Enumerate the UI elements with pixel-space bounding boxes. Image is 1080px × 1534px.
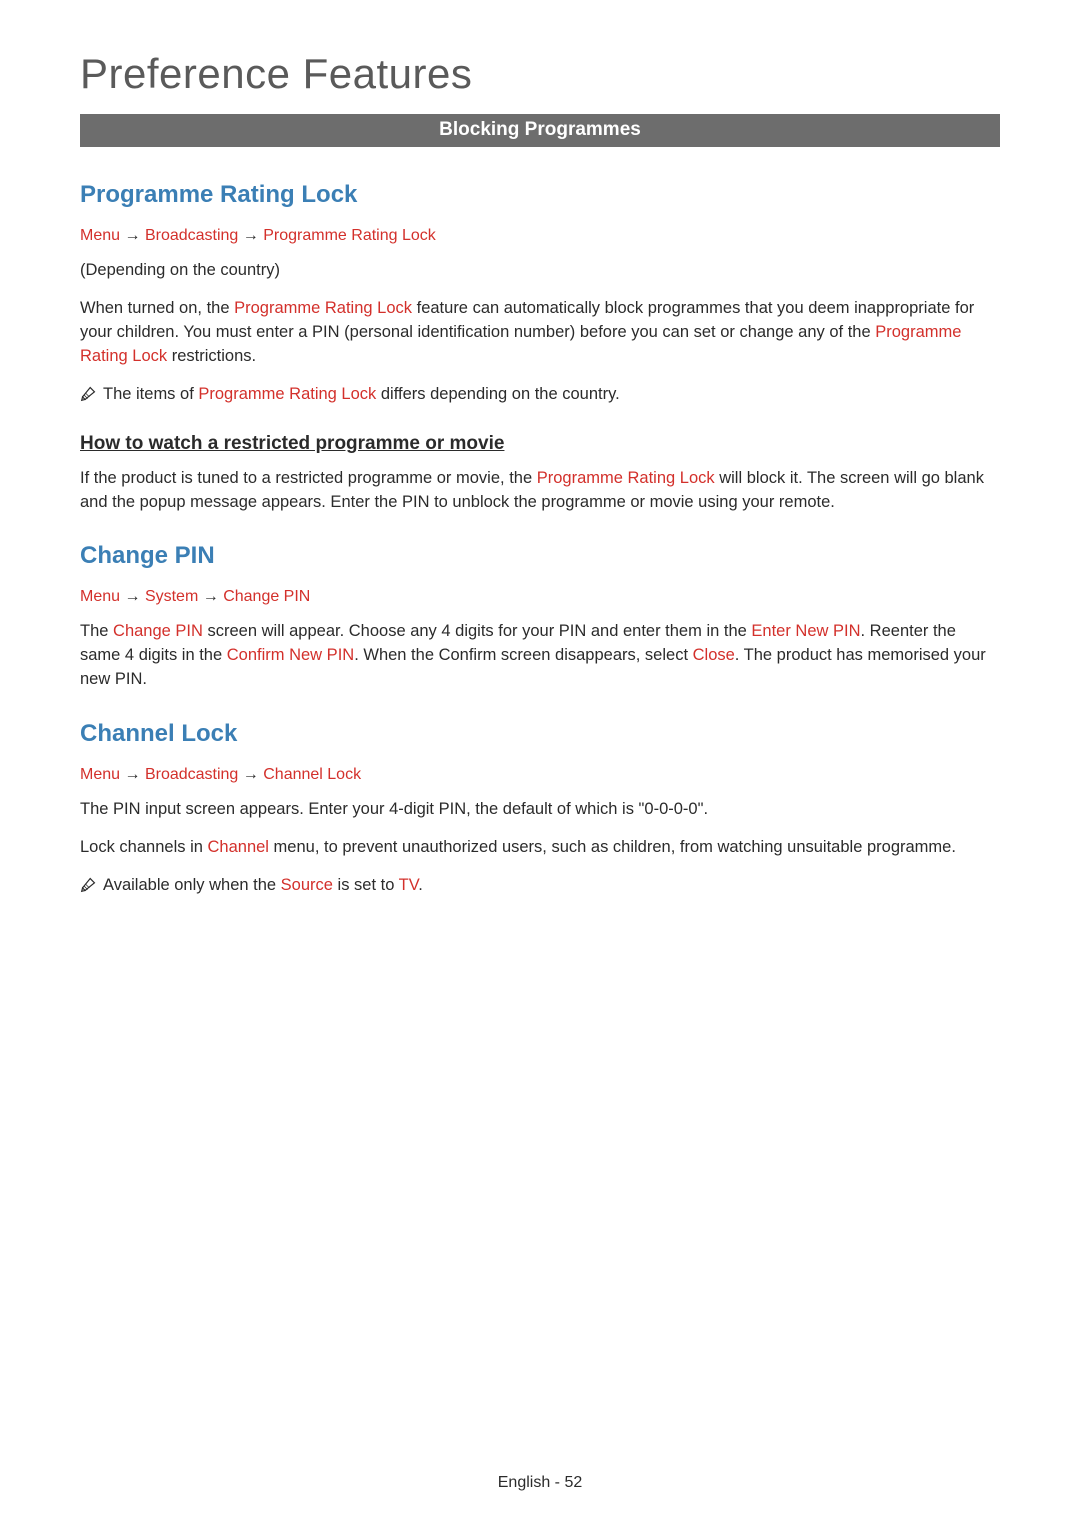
text-run: restrictions. <box>167 347 256 365</box>
path-item: Broadcasting <box>145 227 238 244</box>
menu-path-change-pin: Menu → System → Change PIN <box>80 588 1000 606</box>
highlight-term: Change PIN <box>113 622 203 640</box>
text-run: Lock channels in <box>80 838 208 856</box>
body-text: If the product is tuned to a restricted … <box>80 467 1000 515</box>
text-run: Available only when the <box>103 876 281 894</box>
arrow-right-icon: → <box>203 588 223 605</box>
text-run: . <box>418 876 423 894</box>
note-text: Available only when the Source is set to… <box>103 874 423 898</box>
text-run: If the product is tuned to a restricted … <box>80 469 537 487</box>
highlight-term: Programme Rating Lock <box>234 299 412 317</box>
highlight-term: TV <box>399 876 419 894</box>
sub-heading-how-to-watch: How to watch a restricted programme or m… <box>80 433 1000 455</box>
text-run: . When the Confirm screen disappears, se… <box>354 646 692 664</box>
page-root: Preference Features Blocking Programmes … <box>0 0 1080 1534</box>
path-item: Channel Lock <box>263 766 361 783</box>
arrow-right-icon: → <box>124 588 144 605</box>
note-text: The items of Programme Rating Lock diffe… <box>103 383 620 407</box>
arrow-right-icon: → <box>243 227 263 244</box>
heading-change-pin: Change PIN <box>80 542 1000 570</box>
body-text: When turned on, the Programme Rating Loc… <box>80 297 1000 369</box>
text-run: screen will appear. Choose any 4 digits … <box>203 622 751 640</box>
text-run: is set to <box>333 876 399 894</box>
section-bar: Blocking Programmes <box>80 114 1000 147</box>
highlight-term: Enter New PIN <box>751 622 860 640</box>
text-run: differs depending on the country. <box>376 385 619 403</box>
page-footer: English - 52 <box>0 1474 1080 1492</box>
menu-path-channel-lock: Menu → Broadcasting → Channel Lock <box>80 766 1000 784</box>
text-run: menu, to prevent unauthorized users, suc… <box>269 838 956 856</box>
highlight-term: Source <box>281 876 333 894</box>
body-text: The Change PIN screen will appear. Choos… <box>80 620 1000 692</box>
path-item: Programme Rating Lock <box>263 227 436 244</box>
text-run: The items of <box>103 385 198 403</box>
path-item: Menu <box>80 766 120 783</box>
highlight-term: Channel <box>208 838 269 856</box>
heading-channel-lock: Channel Lock <box>80 720 1000 748</box>
body-text: Lock channels in Channel menu, to preven… <box>80 836 1000 860</box>
note-icon <box>80 876 97 893</box>
path-item: Broadcasting <box>145 766 238 783</box>
page-title: Preference Features <box>80 50 1000 98</box>
highlight-term: Close <box>693 646 735 664</box>
menu-path-prl: Menu → Broadcasting → Programme Rating L… <box>80 227 1000 245</box>
note-icon <box>80 385 97 402</box>
note-row: The items of Programme Rating Lock diffe… <box>80 383 1000 407</box>
text-run: When turned on, the <box>80 299 234 317</box>
highlight-term: Programme Rating Lock <box>537 469 715 487</box>
note-row: Available only when the Source is set to… <box>80 874 1000 898</box>
body-text: The PIN input screen appears. Enter your… <box>80 798 1000 822</box>
text-run: The <box>80 622 113 640</box>
body-text: (Depending on the country) <box>80 259 1000 283</box>
arrow-right-icon: → <box>243 766 263 783</box>
path-item: System <box>145 588 198 605</box>
path-item: Menu <box>80 588 120 605</box>
path-item: Change PIN <box>223 588 310 605</box>
arrow-right-icon: → <box>124 227 144 244</box>
heading-programme-rating-lock: Programme Rating Lock <box>80 181 1000 209</box>
highlight-term: Confirm New PIN <box>227 646 354 664</box>
highlight-term: Programme Rating Lock <box>198 385 376 403</box>
arrow-right-icon: → <box>124 766 144 783</box>
path-item: Menu <box>80 227 120 244</box>
